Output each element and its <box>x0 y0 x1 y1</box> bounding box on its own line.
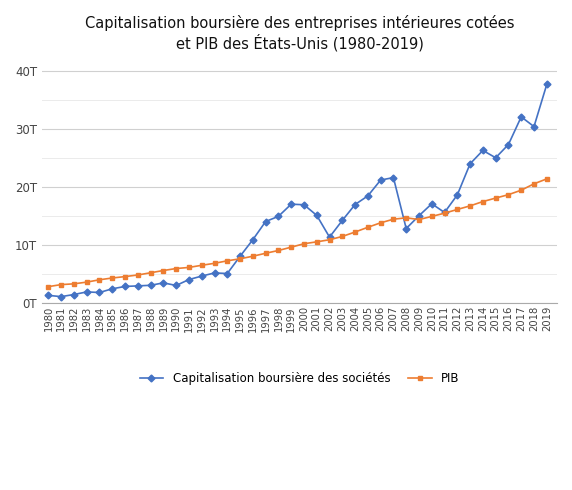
PIB <box>134 272 141 278</box>
PIB <box>288 244 295 250</box>
Capitalisation boursière des sociétés <box>454 192 461 198</box>
Capitalisation boursière des sociétés <box>198 273 205 279</box>
PIB <box>70 281 77 287</box>
Capitalisation boursière des sociétés <box>390 174 397 180</box>
Capitalisation boursière des sociétés <box>364 193 371 199</box>
Capitalisation boursière des sociétés <box>224 270 231 276</box>
PIB <box>543 176 550 182</box>
Capitalisation boursière des sociétés <box>326 234 333 240</box>
Capitalisation boursière des sociétés <box>70 292 77 297</box>
Capitalisation boursière des sociétés <box>352 201 359 207</box>
Capitalisation boursière des sociétés <box>441 210 448 216</box>
Capitalisation boursière des sociétés <box>288 201 295 207</box>
Capitalisation boursière des sociétés <box>122 284 129 290</box>
Capitalisation boursière des sociétés <box>339 218 345 223</box>
PIB <box>122 273 129 279</box>
Capitalisation boursière des sociétés <box>58 294 65 299</box>
Capitalisation boursière des sociétés <box>492 155 499 161</box>
PIB <box>428 214 435 220</box>
PIB <box>173 266 180 271</box>
PIB <box>454 206 461 212</box>
PIB <box>531 181 538 187</box>
PIB <box>364 224 371 230</box>
Capitalisation boursière des sociétés <box>467 161 474 167</box>
PIB <box>109 275 116 281</box>
Capitalisation boursière des sociétés <box>531 123 538 129</box>
Capitalisation boursière des sociétés <box>134 283 141 289</box>
PIB <box>441 210 448 216</box>
PIB <box>467 203 474 209</box>
Capitalisation boursière des sociétés <box>415 213 422 219</box>
PIB <box>479 198 486 204</box>
Capitalisation boursière des sociétés <box>249 237 256 243</box>
Capitalisation boursière des sociétés <box>377 177 384 183</box>
PIB <box>84 279 90 285</box>
Capitalisation boursière des sociétés <box>313 213 320 219</box>
Capitalisation boursière des sociétés <box>109 286 116 292</box>
Capitalisation boursière des sociétés <box>173 283 180 289</box>
PIB <box>403 215 410 221</box>
PIB <box>275 247 282 253</box>
PIB <box>313 239 320 245</box>
PIB <box>326 237 333 243</box>
PIB <box>300 241 307 246</box>
PIB <box>390 216 397 222</box>
PIB <box>262 250 269 256</box>
PIB <box>185 265 192 270</box>
Capitalisation boursière des sociétés <box>518 114 525 120</box>
PIB <box>58 282 65 288</box>
PIB <box>160 268 167 273</box>
PIB <box>96 277 103 283</box>
Capitalisation boursière des sociétés <box>275 214 282 220</box>
PIB <box>492 195 499 201</box>
Title: Capitalisation boursière des entreprises intérieures cotées
et PIB des États-Uni: Capitalisation boursière des entreprises… <box>85 15 514 51</box>
Line: Capitalisation boursière des sociétés: Capitalisation boursière des sociétés <box>46 82 549 299</box>
Capitalisation boursière des sociétés <box>185 277 192 283</box>
PIB <box>224 258 231 264</box>
Capitalisation boursière des sociétés <box>543 81 550 87</box>
PIB <box>45 284 52 290</box>
Capitalisation boursière des sociétés <box>428 201 435 207</box>
PIB <box>518 187 525 193</box>
Capitalisation boursière des sociétés <box>45 293 52 298</box>
Capitalisation boursière des sociétés <box>505 142 512 147</box>
PIB <box>249 253 256 259</box>
PIB <box>147 270 154 276</box>
Capitalisation boursière des sociétés <box>300 202 307 208</box>
Capitalisation boursière des sociétés <box>147 282 154 288</box>
Capitalisation boursière des sociétés <box>96 290 103 295</box>
PIB <box>377 220 384 226</box>
PIB <box>198 262 205 268</box>
PIB <box>339 234 345 240</box>
Capitalisation boursière des sociétés <box>262 219 269 224</box>
Legend: Capitalisation boursière des sociétés, PIB: Capitalisation boursière des sociétés, P… <box>135 368 464 390</box>
Capitalisation boursière des sociétés <box>479 147 486 153</box>
PIB <box>237 256 244 262</box>
Capitalisation boursière des sociétés <box>211 270 218 276</box>
PIB <box>415 217 422 222</box>
PIB <box>505 192 512 197</box>
Capitalisation boursière des sociétés <box>403 225 410 231</box>
Line: PIB: PIB <box>46 176 549 289</box>
PIB <box>211 260 218 266</box>
Capitalisation boursière des sociétés <box>160 280 167 286</box>
Capitalisation boursière des sociétés <box>84 289 90 295</box>
Capitalisation boursière des sociétés <box>237 253 244 259</box>
PIB <box>352 229 359 235</box>
